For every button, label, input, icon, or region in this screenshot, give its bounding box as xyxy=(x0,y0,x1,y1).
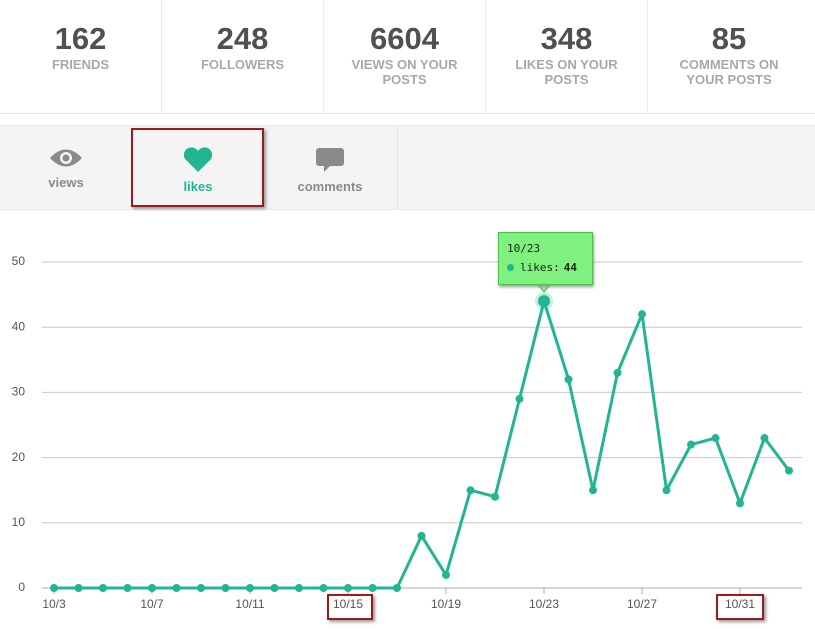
point xyxy=(711,434,720,443)
tooltip-arrow xyxy=(536,284,552,293)
stat-value: 248 xyxy=(216,21,269,56)
stat: 162 FRIENDS xyxy=(0,0,162,113)
stat-label: VIEWS ON YOUR POSTS xyxy=(351,57,458,87)
stat-value: 348 xyxy=(540,21,593,56)
point xyxy=(638,310,646,319)
point xyxy=(270,584,279,592)
tooltip-value: 44 xyxy=(563,261,577,274)
point xyxy=(442,570,450,579)
x-tick-label: 10/3 xyxy=(42,597,66,611)
point xyxy=(613,368,622,377)
y-tick-label: 10 xyxy=(12,515,26,529)
point xyxy=(491,492,499,501)
point xyxy=(515,394,524,403)
tab-label: likes xyxy=(183,179,213,194)
stat-value: 162 xyxy=(54,21,107,56)
highlight-box xyxy=(131,128,264,207)
point xyxy=(736,499,744,508)
tooltip-row: likes44 xyxy=(507,261,592,274)
point xyxy=(246,584,254,592)
point xyxy=(221,584,230,592)
point xyxy=(538,295,550,308)
point xyxy=(589,486,597,495)
point xyxy=(319,584,328,592)
chart: 0 10 20 30 40 50 10/3 10/7 10/11 10/15 10/19 10/23 1… xyxy=(12,254,802,611)
point xyxy=(295,584,303,592)
x-tick-label: 10/19 xyxy=(431,597,461,611)
legend-dot xyxy=(507,264,514,271)
stat: 348 LIKES ON YOUR POSTS xyxy=(486,0,648,113)
y-tick-label: 40 xyxy=(12,319,26,333)
stats-bar: 162 FRIENDS 248 FOLLOWERS 6604 VIEWS ON YOUR … xyxy=(0,0,815,114)
point xyxy=(466,486,475,495)
stat-value: 6604 xyxy=(370,21,439,56)
point xyxy=(785,466,793,475)
point xyxy=(148,584,156,592)
series-line xyxy=(54,299,791,590)
x-tick-label: 10/23 xyxy=(529,597,559,611)
stat: 6604 VIEWS ON YOUR POSTS xyxy=(324,0,486,113)
stat: 85 COMMENTS ON YOUR POSTS xyxy=(648,0,810,113)
tab[interactable]: views xyxy=(0,126,132,209)
tabs: views likes comments xyxy=(0,126,398,209)
y-tick-label: 20 xyxy=(12,450,26,464)
point xyxy=(662,486,671,495)
y-tick-label: 0 xyxy=(18,580,25,594)
point xyxy=(687,440,695,449)
tab-icon xyxy=(316,148,344,172)
point xyxy=(368,584,377,592)
point xyxy=(99,584,107,592)
y-tick-label: 30 xyxy=(12,385,26,399)
stat: 248 FOLLOWERS xyxy=(162,0,324,113)
x-tick-label: 10/15 xyxy=(333,597,363,611)
tooltip: 10/23 likes44 xyxy=(498,232,593,285)
point xyxy=(417,531,426,540)
highlight-box xyxy=(327,594,373,620)
y-tick-label: 50 xyxy=(12,254,26,268)
highlight-box xyxy=(716,594,764,620)
tab[interactable]: likes xyxy=(132,126,264,209)
tooltip-series: likes xyxy=(520,261,560,274)
point xyxy=(123,584,132,592)
point xyxy=(172,584,181,592)
tab-label: comments xyxy=(297,179,363,194)
point xyxy=(760,434,769,443)
tab-label: views xyxy=(48,175,84,190)
tab[interactable]: comments xyxy=(264,126,396,209)
tab-band: views likes comments xyxy=(0,125,815,210)
stat-value: 85 xyxy=(711,21,747,56)
tooltip-date: 10/23 xyxy=(507,242,541,255)
point xyxy=(344,584,352,592)
point xyxy=(197,584,205,592)
point xyxy=(50,584,58,592)
x-tick-label: 10/31 xyxy=(725,597,755,611)
stat-label: FRIENDS xyxy=(51,57,110,72)
x-tick-label: 10/27 xyxy=(627,597,657,611)
point xyxy=(393,584,401,592)
point xyxy=(74,584,83,592)
stat-label: LIKES ON YOUR POSTS xyxy=(515,57,618,87)
point xyxy=(564,375,573,384)
stat-label: FOLLOWERS xyxy=(200,57,285,72)
x-tick-label: 10/7 xyxy=(140,597,164,611)
x-tick-label: 10/11 xyxy=(235,597,264,611)
tab-icon xyxy=(183,147,213,172)
stat-label: COMMENTS ON YOUR POSTS xyxy=(679,57,779,87)
tab-icon xyxy=(50,149,82,167)
